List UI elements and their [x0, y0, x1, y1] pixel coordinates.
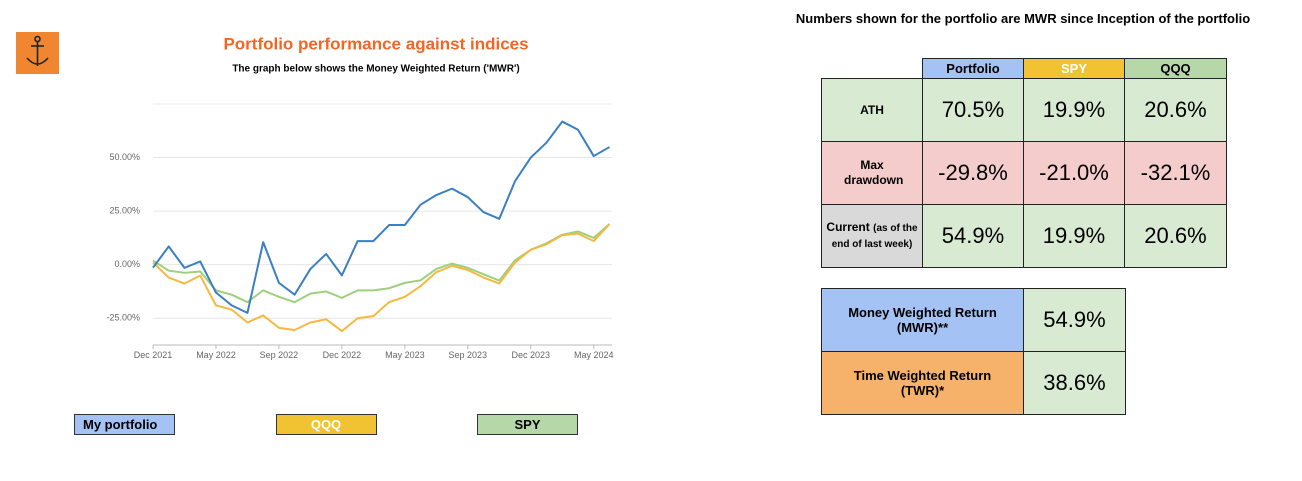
x-tick-label: Dec 2021 [133, 350, 173, 360]
table-value: -29.8% [922, 141, 1024, 205]
row-label: Current [826, 220, 870, 234]
table-value: 20.6% [1124, 78, 1227, 142]
return-table: Money Weighted Return (MWR)** 54.9% Time… [821, 288, 1126, 415]
x-tick-label: May 2024 [573, 350, 614, 360]
table-value: -21.0% [1023, 141, 1125, 205]
header-note: Numbers shown for the portfolio are MWR … [795, 11, 1251, 26]
row-label: Money Weighted Return (MWR)** [821, 288, 1024, 352]
corner-cell [821, 58, 923, 79]
x-tick-label: May 2023 [385, 350, 425, 360]
row-label: Time Weighted Return (TWR)* [821, 351, 1024, 415]
row-label: Max drawdown [821, 141, 923, 205]
y-tick-label: -25.00% [106, 313, 140, 323]
legend-entry: SPY [477, 414, 578, 435]
y-tick-label: 25.00% [109, 205, 140, 215]
series-line [152, 223, 611, 333]
column-header: QQQ [1124, 58, 1227, 79]
row-label: ATH [821, 78, 923, 142]
column-header: Portfolio [922, 58, 1024, 79]
x-tick-label: Sep 2022 [259, 350, 299, 360]
y-tick-label: 0.00% [114, 259, 140, 269]
chart-subtitle: The graph below shows the Money Weighted… [232, 64, 519, 75]
chart-title: Portfolio performance against indices [223, 34, 528, 53]
chart: Portfolio performance against indices Th… [16, 32, 612, 349]
row-label-cell: Current (as of the end of last week) [821, 204, 923, 268]
row-label-note: (as of the end of last week) [831, 223, 918, 250]
logo-anchor [26, 35, 49, 66]
table-value: 38.6% [1023, 351, 1126, 415]
table-value: 70.5% [922, 78, 1024, 142]
column-header: SPY [1023, 58, 1125, 79]
x-tick-label: Dec 2023 [511, 350, 551, 360]
y-tick-label: 50.00% [109, 152, 140, 162]
table-value: 54.9% [922, 204, 1024, 268]
table-value: -32.1% [1124, 141, 1227, 205]
table-value: 54.9% [1023, 288, 1126, 352]
x-tick-label: May 2022 [196, 350, 236, 360]
table-value: 20.6% [1124, 204, 1227, 268]
x-tick-label: Sep 2023 [448, 350, 488, 360]
series-line [152, 120, 610, 314]
table-value: 19.9% [1023, 78, 1125, 142]
legend-entry: My portfolio [74, 414, 175, 435]
x-tick-label: Dec 2022 [322, 350, 362, 360]
table-value: 19.9% [1023, 204, 1125, 268]
summary-table: Portfolio SPY QQQ ATH 70.5% 19.9% 20.6% … [821, 58, 1227, 268]
legend-entry: QQQ [275, 414, 377, 435]
series-line [152, 223, 611, 304]
